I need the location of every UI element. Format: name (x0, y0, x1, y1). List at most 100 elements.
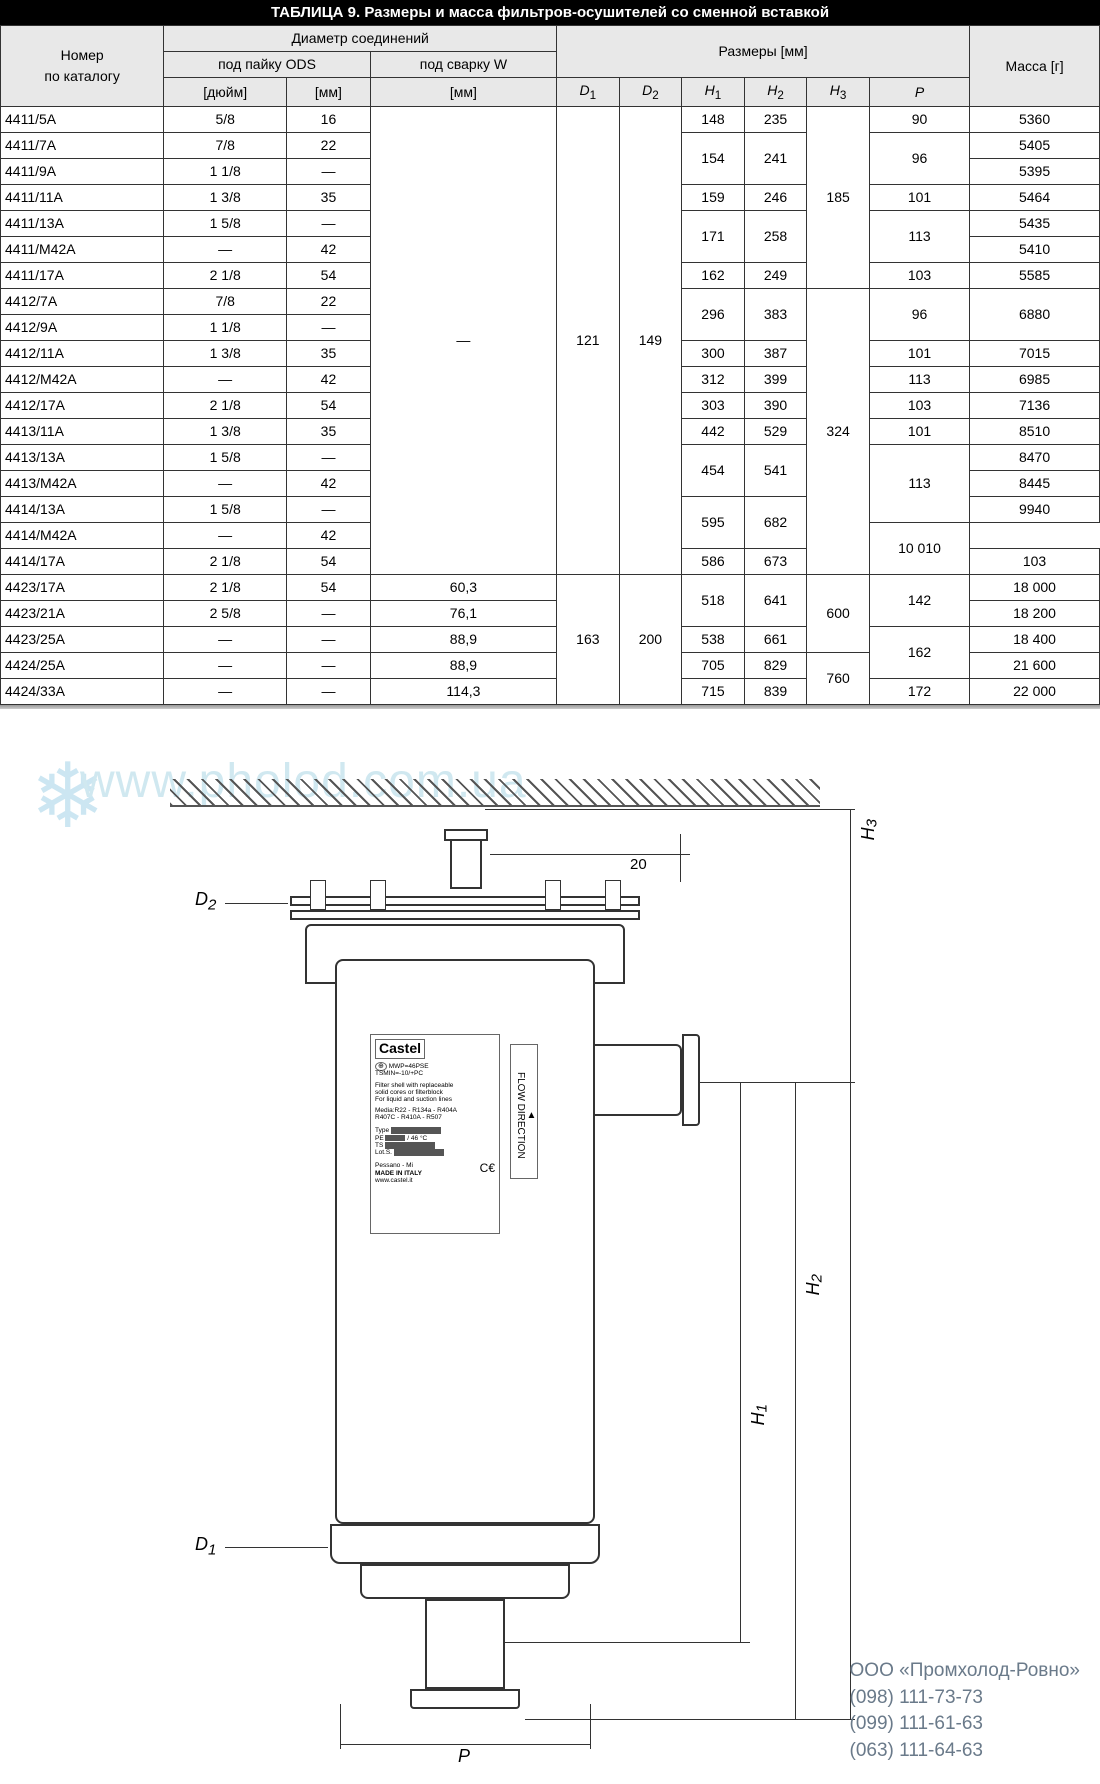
cell: 4414/17A (1, 549, 164, 575)
cell: 18 000 (970, 575, 1100, 601)
cell: 4411/13A (1, 211, 164, 237)
top-valve (450, 839, 482, 889)
cell: 2 1/8 (164, 263, 287, 289)
table-title: ТАБЛИЦА 9. Размеры и масса фильтров-осуш… (0, 0, 1100, 25)
body-bottom (330, 1524, 600, 1564)
cell: 538 (682, 627, 745, 653)
cell: 249 (744, 263, 807, 289)
cell: 2 1/8 (164, 393, 287, 419)
table-row: 4424/33A——114,371583917222 000 (1, 679, 1100, 705)
cell: 121 (557, 107, 620, 575)
cell: 4424/25A (1, 653, 164, 679)
cell: 5360 (970, 107, 1100, 133)
cell: 42 (287, 523, 371, 549)
cell: 22 (287, 289, 371, 315)
cell: 200 (619, 575, 682, 705)
dim-side-ext (700, 1082, 855, 1083)
cell: — (287, 679, 371, 705)
cell: 113 (869, 445, 969, 523)
cell: 22 000 (970, 679, 1100, 705)
cell: 383 (744, 289, 807, 341)
cell: 7/8 (164, 133, 287, 159)
bolt (545, 880, 561, 910)
dim-20-vline (680, 834, 681, 882)
hdr-p: P (869, 78, 969, 107)
cell: 96 (869, 289, 969, 341)
cell: 101 (869, 419, 969, 445)
hdr-h3: H3 (807, 78, 870, 107)
cell: 103 (970, 549, 1100, 575)
cell: 1 5/8 (164, 211, 287, 237)
dim-d1-line (225, 1547, 328, 1548)
cell: 4412/11A (1, 341, 164, 367)
cell: — (164, 471, 287, 497)
cell: 10 010 (869, 523, 969, 575)
cell: — (370, 107, 556, 575)
flange-upper (290, 896, 640, 906)
cell: 162 (869, 627, 969, 679)
dim-p-l (340, 1704, 341, 1749)
cell: 4411/5A (1, 107, 164, 133)
cell: 1 1/8 (164, 315, 287, 341)
cell: 21 600 (970, 653, 1100, 679)
cell: 839 (744, 679, 807, 705)
dim-bot-ext (525, 1719, 855, 1720)
hdr-d1: D1 (557, 78, 620, 107)
cell: 454 (682, 445, 745, 497)
cell: 595 (682, 497, 745, 549)
cell: 113 (869, 211, 969, 263)
dim-top-ext (485, 809, 855, 810)
hdr-mass: Масса [г] (970, 26, 1100, 107)
spec-table: Номер по каталогу Диаметр соединений Раз… (0, 25, 1100, 705)
cell: 103 (869, 393, 969, 419)
cell: 18 200 (970, 601, 1100, 627)
cell: 5585 (970, 263, 1100, 289)
cell: 4423/17A (1, 575, 164, 601)
cell: — (287, 627, 371, 653)
cell: 35 (287, 341, 371, 367)
cell: 54 (287, 575, 371, 601)
dim-h1-line (740, 1082, 741, 1642)
table-row: 4423/17A2 1/85460,316320051864160014218 … (1, 575, 1100, 601)
cell: 2 1/8 (164, 575, 287, 601)
cell: 387 (744, 341, 807, 367)
cell: 4412/9A (1, 315, 164, 341)
cell: 7136 (970, 393, 1100, 419)
cell: 399 (744, 367, 807, 393)
cell: 682 (744, 497, 807, 549)
cell: 5/8 (164, 107, 287, 133)
cell: 4423/21A (1, 601, 164, 627)
cell: 42 (287, 237, 371, 263)
table-row: 4423/25A——88,953866116218 400 (1, 627, 1100, 653)
cell: 101 (869, 185, 969, 211)
cell: 172 (869, 679, 969, 705)
cell: 1 3/8 (164, 185, 287, 211)
cell: 760 (807, 653, 870, 705)
cell: 241 (744, 133, 807, 185)
side-nozzle-lip (682, 1034, 700, 1126)
cell: 5435 (970, 211, 1100, 237)
bolt (605, 880, 621, 910)
cell: 88,9 (370, 627, 556, 653)
cell: 529 (744, 419, 807, 445)
cell: — (164, 653, 287, 679)
hdr-conn: Диаметр соединений (164, 26, 557, 52)
hdr-h2: H2 (744, 78, 807, 107)
hdr-ods: под пайку ODS (164, 52, 371, 78)
hdr-dims: Размеры [мм] (557, 26, 970, 78)
dim-20-line (490, 854, 690, 855)
cell: — (164, 627, 287, 653)
cell: 76,1 (370, 601, 556, 627)
hdr-mm1: [мм] (287, 78, 371, 107)
cell: 1 1/8 (164, 159, 287, 185)
cell: 4413/M42A (1, 471, 164, 497)
cell: 16 (287, 107, 371, 133)
cell: 8470 (970, 445, 1100, 471)
dim-h1bot-ext (505, 1642, 750, 1643)
cell: 661 (744, 627, 807, 653)
dim-h3-label: H3 (858, 819, 881, 840)
cell: 600 (807, 575, 870, 653)
cell: — (287, 653, 371, 679)
flow-direction-arrow: ▲FLOW DIRECTION (510, 1044, 538, 1179)
cell: 312 (682, 367, 745, 393)
